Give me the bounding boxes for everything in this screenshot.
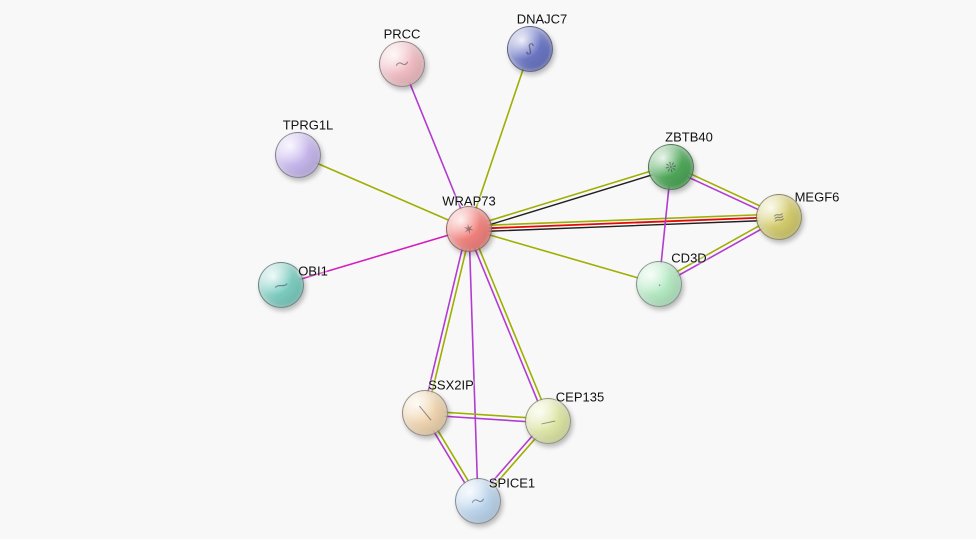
protein-glyph-icon: — (540, 413, 557, 430)
edge-WRAP73-CEP135 (471, 228, 550, 420)
edge-WRAP73-TPRG1L (298, 155, 469, 229)
edge-WRAP73-CEP135 (467, 230, 546, 422)
protein-glyph-icon: ╲ (419, 405, 430, 420)
protein-glyph-icon: ～ (394, 56, 411, 73)
protein-glyph-icon: ⁓ (273, 277, 290, 294)
node-label[interactable]: ZBTB40 (665, 130, 713, 145)
node-label[interactable]: CD3D (671, 251, 706, 266)
node-prcc[interactable]: ～PRCC (379, 41, 425, 87)
protein-node-icon[interactable] (275, 132, 321, 178)
edge-WRAP73-CD3D (469, 229, 659, 284)
edge-layer (0, 0, 976, 539)
protein-node-icon[interactable]: ❊ (648, 144, 694, 190)
node-dnajc7[interactable]: ᔑDNAJC7 (507, 26, 553, 72)
node-label[interactable]: SPICE1 (489, 476, 535, 491)
node-megf6[interactable]: ≋MEGF6 (756, 194, 802, 240)
node-spice1[interactable]: ～SPICE1 (455, 478, 501, 524)
node-label[interactable]: WRAP73 (442, 194, 495, 209)
node-ssx2ip[interactable]: ╲SSX2IP (402, 390, 448, 436)
protein-glyph-icon: · (655, 277, 662, 292)
protein-glyph-icon: ✶ (462, 221, 476, 237)
protein-node-icon[interactable]: — (525, 398, 571, 444)
protein-node-icon[interactable]: ～ (379, 41, 425, 87)
node-label[interactable]: DNAJC7 (517, 12, 568, 27)
node-wrap73[interactable]: ✶WRAP73 (446, 206, 492, 252)
node-tprg1l[interactable]: TPRG1L (275, 132, 321, 178)
edge-WRAP73-ZBTB40 (470, 169, 672, 231)
protein-glyph-icon: ～ (470, 493, 487, 510)
edge-WRAP73-MEGF6 (469, 214, 779, 226)
network-diagram: ✶WRAP73～PRCCᔑDNAJC7TPRG1L❊ZBTB40≋MEGF6·C… (0, 0, 976, 539)
edge-WRAP73-ZBTB40 (468, 165, 670, 227)
node-zbtb40[interactable]: ❊ZBTB40 (648, 144, 694, 190)
node-label[interactable]: PRCC (384, 27, 421, 42)
protein-node-icon[interactable]: ╲ (402, 390, 448, 436)
edge-WRAP73-SPICE1 (469, 229, 478, 501)
protein-glyph-icon: ≋ (772, 209, 786, 225)
protein-node-icon[interactable]: ᔑ (507, 26, 553, 72)
node-cep135[interactable]: —CEP135 (525, 398, 571, 444)
node-label[interactable]: OBI1 (298, 264, 328, 279)
node-label[interactable]: SSX2IP (428, 378, 474, 393)
node-label[interactable]: TPRG1L (283, 118, 334, 133)
node-cd3d[interactable]: ·CD3D (636, 261, 682, 307)
protein-node-icon[interactable]: · (636, 261, 682, 307)
edge-WRAP73-MEGF6 (469, 220, 779, 232)
protein-node-icon[interactable]: ⁓ (258, 262, 304, 308)
node-obi1[interactable]: ⁓OBI1 (258, 262, 304, 308)
node-label[interactable]: MEGF6 (795, 190, 840, 205)
edge-WRAP73-MEGF6 (469, 217, 779, 229)
protein-glyph-icon: ❊ (664, 159, 678, 175)
protein-glyph-icon: ᔑ (524, 41, 537, 57)
protein-node-icon[interactable]: ✶ (446, 206, 492, 252)
node-label[interactable]: CEP135 (556, 390, 604, 405)
